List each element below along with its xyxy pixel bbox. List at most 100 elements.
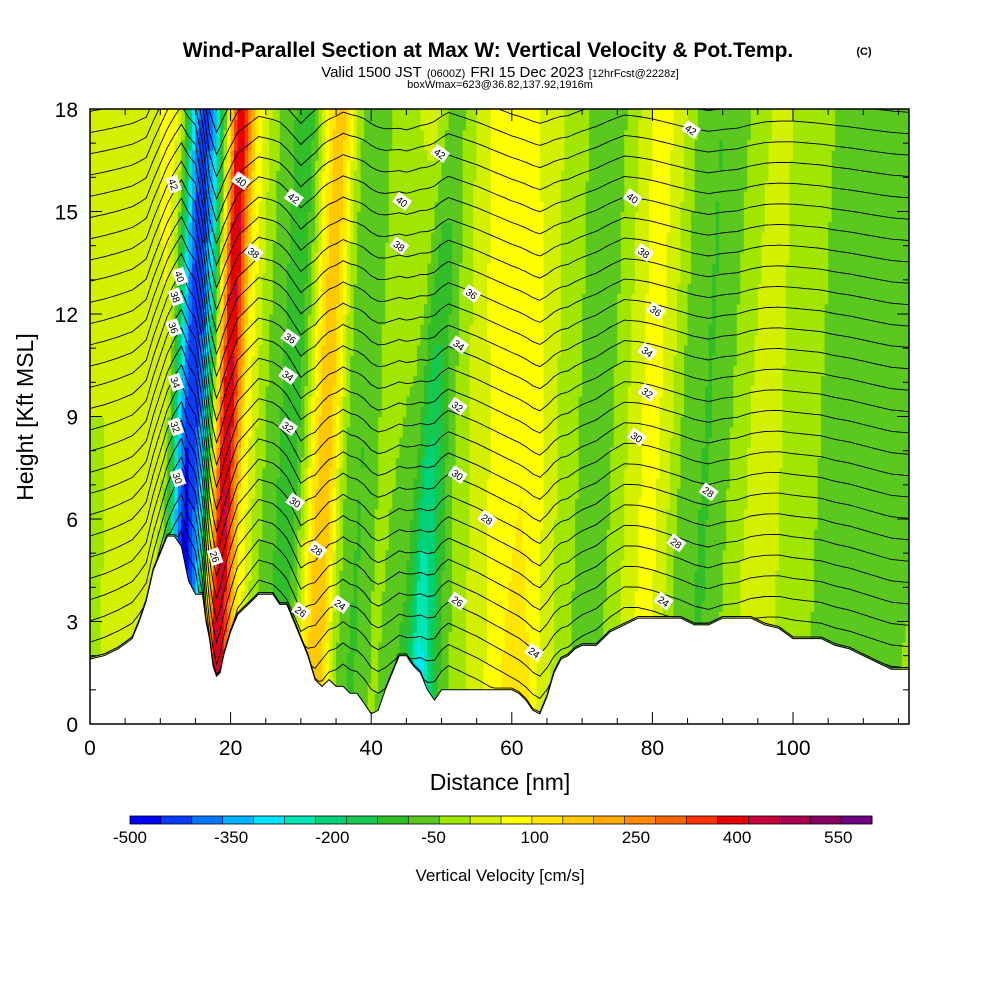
velocity-cell: [181, 139, 186, 151]
velocity-cell: [202, 508, 207, 520]
velocity-cell: [181, 180, 186, 192]
velocity-cell: [93, 242, 98, 254]
velocity-cell: [111, 314, 116, 325]
velocity-cell: [167, 139, 172, 151]
velocity-cell: [343, 621, 348, 633]
velocity-cell: [90, 221, 95, 233]
velocity-cell: [360, 621, 365, 633]
velocity-cell: [93, 478, 98, 489]
velocity-cell: [318, 457, 323, 469]
velocity-cell: [255, 508, 260, 520]
velocity-cell: [177, 529, 182, 541]
velocity-cell: [357, 437, 362, 448]
velocity-cell: [325, 385, 330, 397]
velocity-cell: [163, 252, 168, 264]
velocity-cell: [107, 508, 112, 520]
velocity-cell: [304, 262, 309, 274]
velocity-cell: [343, 549, 348, 561]
velocity-cell: [300, 262, 306, 274]
velocity-cell: [163, 416, 168, 428]
velocity-cell: [367, 201, 372, 213]
velocity-cell: [339, 303, 344, 315]
velocity-cell: [163, 467, 168, 479]
velocity-cell: [350, 293, 355, 305]
velocity-cell: [227, 385, 232, 397]
velocity-cell: [160, 488, 165, 500]
velocity-cell: [216, 252, 221, 264]
velocity-cell: [181, 170, 186, 182]
velocity-cell: [286, 467, 291, 479]
velocity-cell: [321, 211, 327, 223]
velocity-cell: [206, 232, 211, 243]
velocity-cell: [297, 365, 302, 377]
velocity-cell: [170, 498, 175, 510]
velocity-cell: [374, 406, 379, 418]
velocity-cell: [163, 385, 168, 397]
velocity-cell: [251, 385, 256, 397]
velocity-cell: [114, 519, 119, 530]
velocity-cell: [188, 242, 193, 254]
velocity-cell: [184, 385, 190, 397]
velocity-cell: [357, 683, 362, 694]
velocity-cell: [114, 549, 119, 561]
velocity-cell: [191, 519, 197, 530]
velocity-cell: [237, 457, 242, 469]
velocity-cell: [149, 385, 154, 397]
velocity-cell: [111, 242, 116, 254]
velocity-cell: [111, 560, 116, 571]
velocity-cell: [350, 375, 355, 387]
velocity-cell: [286, 549, 291, 561]
velocity-cell: [121, 150, 126, 161]
velocity-cell: [149, 437, 154, 448]
velocity-cell: [111, 467, 116, 479]
velocity-cell: [276, 560, 281, 571]
velocity-cell: [241, 191, 246, 202]
velocity-cell: [100, 375, 105, 387]
velocity-cell: [241, 252, 246, 264]
velocity-cell: [209, 570, 214, 582]
velocity-cell: [177, 498, 182, 510]
velocity-cell: [227, 324, 232, 336]
velocity-cell: [272, 273, 277, 284]
velocity-cell: [350, 457, 355, 469]
velocity-cell: [223, 324, 228, 336]
velocity-cell: [167, 365, 172, 377]
velocity-cell: [360, 508, 365, 520]
velocity-cell: [374, 611, 379, 623]
velocity-cell: [367, 150, 372, 161]
velocity-cell: [216, 396, 221, 407]
velocity-cell: [220, 385, 225, 397]
velocity-cell: [272, 426, 277, 438]
velocity-cell: [255, 180, 260, 192]
velocity-cell: [300, 283, 306, 295]
velocity-cell: [216, 303, 221, 315]
velocity-cell: [216, 529, 221, 541]
velocity-cell: [125, 519, 130, 530]
velocity-cell: [198, 560, 204, 571]
velocity-cell: [325, 355, 330, 366]
velocity-cell: [163, 293, 168, 305]
velocity-cell: [279, 590, 284, 602]
velocity-cell: [272, 355, 277, 366]
velocity-cell: [149, 150, 154, 161]
velocity-cell: [339, 672, 344, 684]
velocity-cell: [153, 488, 158, 500]
velocity-cell: [269, 211, 274, 223]
velocity-cell: [177, 406, 182, 418]
velocity-cell: [241, 437, 246, 448]
velocity-cell: [374, 180, 379, 192]
velocity-cell: [329, 529, 334, 541]
velocity-cell: [241, 529, 246, 541]
velocity-cell: [160, 221, 165, 233]
velocity-cell: [153, 355, 158, 366]
velocity-cell: [350, 139, 355, 151]
velocity-cell: [202, 139, 207, 151]
velocity-cell: [206, 355, 211, 366]
velocity-cell: [258, 283, 263, 295]
velocity-cell: [100, 344, 105, 356]
velocity-cell: [184, 334, 190, 346]
velocity-cell: [118, 529, 123, 541]
velocity-cell: [248, 262, 253, 274]
velocity-cell: [93, 642, 98, 653]
velocity-cell: [343, 611, 348, 623]
